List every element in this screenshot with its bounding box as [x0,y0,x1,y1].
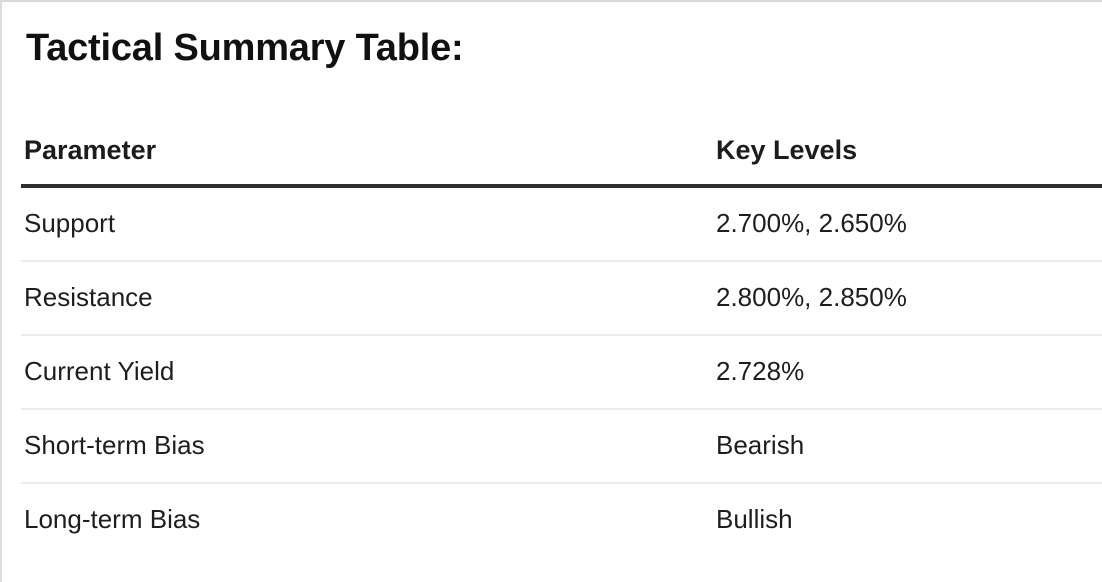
key-levels-cell: 2.700%, 2.650% [713,186,1102,262]
parameter-cell: Support [21,186,713,262]
table-row: Long-term Bias Bullish [21,483,1102,556]
table-header-row: Parameter Key Levels [21,120,1102,188]
column-header-parameter: Parameter [21,120,713,188]
parameter-cell: Long-term Bias [24,504,201,534]
parameter-cell: Current Yield [21,335,713,410]
key-levels-cell: 2.728% [713,335,1102,410]
tactical-summary-table: Parameter Key Levels Support 2.700%, 2.65… [21,120,1102,556]
key-levels-cell: 2.800%, 2.850% [713,261,1102,336]
page-title: Tactical Summary Table: [26,27,464,69]
table-row: Resistance 2.800%, 2.850% [21,261,1102,336]
key-levels-cell: Bullish [716,504,793,534]
parameter-cell: Short-term Bias [21,409,713,484]
column-header-key-levels: Key Levels [713,120,1102,188]
table-row: Support 2.700%, 2.650% [21,186,1102,262]
table-row: Short-term Bias Bearish [21,409,1102,484]
key-levels-cell: Bearish [713,409,1102,484]
table-row: Current Yield 2.728% [21,335,1102,410]
parameter-cell: Resistance [21,261,713,336]
table-body: Support 2.700%, 2.650% Resistance 2.800%, 2… [21,186,1102,556]
